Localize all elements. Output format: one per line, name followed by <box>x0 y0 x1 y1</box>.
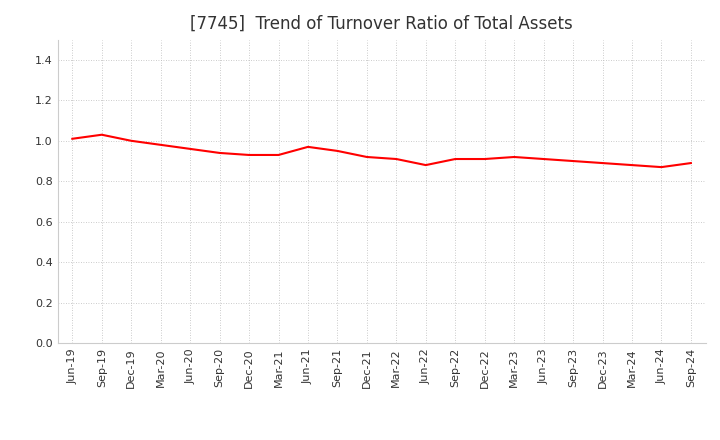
Title: [7745]  Trend of Turnover Ratio of Total Assets: [7745] Trend of Turnover Ratio of Total … <box>190 15 573 33</box>
